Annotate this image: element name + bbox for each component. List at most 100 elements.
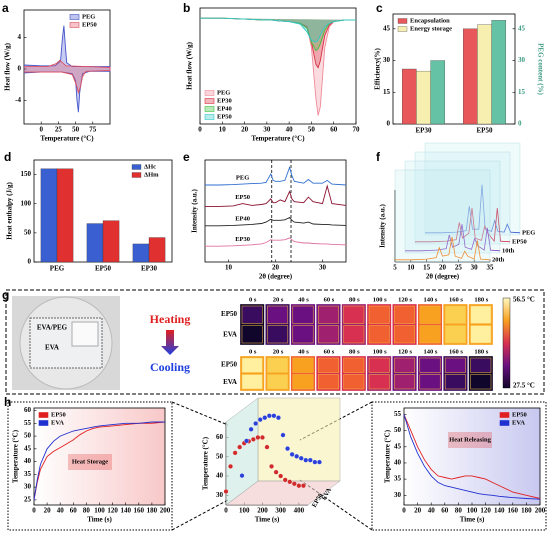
x-tick-label: 0 [198, 126, 202, 134]
thermal-sample [343, 357, 365, 373]
x-tick-label: 20 [439, 264, 447, 272]
area [200, 18, 356, 116]
bar [430, 60, 446, 125]
point [259, 434, 265, 440]
y-axis-label: Temperature (°C) [384, 429, 392, 483]
legend-label: EP30 [217, 97, 232, 104]
time-label: 100 s [373, 296, 387, 303]
thermal-sample [241, 374, 263, 390]
thermal-sample [444, 374, 466, 390]
y-tick-label: 45 [394, 442, 402, 450]
y2-tick-label: 0 [518, 120, 522, 128]
y-tick-label: 50 [216, 452, 224, 460]
thermal-sample [343, 374, 365, 390]
line [395, 236, 491, 261]
time-label: 120 s [398, 296, 412, 303]
thermal-sample [368, 357, 390, 373]
x-tick-label: PEG [50, 265, 65, 273]
legend-swatch [397, 26, 408, 32]
time-label: 160 s [449, 348, 463, 355]
y-tick-label: 40 [24, 457, 32, 465]
time-label: 80 s [349, 296, 360, 303]
x-tick-label: 180 [147, 507, 158, 515]
bar [56, 168, 74, 263]
zoom-box [371, 401, 547, 531]
x-axis-label: Time (s) [255, 516, 280, 524]
panel-letter: e [183, 150, 190, 164]
legend-swatch [204, 106, 215, 112]
series-label: EP40 [235, 215, 250, 222]
point [294, 453, 300, 459]
line [403, 414, 541, 499]
legend-swatch [499, 420, 510, 426]
x-tick-label: 30 [471, 264, 479, 272]
annotation: Heat Releasing [449, 436, 491, 443]
plot-frame [199, 7, 357, 125]
point [264, 444, 270, 450]
thermal-sample [444, 325, 466, 344]
side-wall [225, 397, 259, 506]
x-tick-label: 10 [407, 264, 415, 272]
y-tick-label: 35 [24, 470, 32, 478]
series-label: EP50 [512, 238, 527, 245]
x-tick-label: 30 [263, 126, 271, 134]
line [33, 421, 166, 500]
time-label: 0 s [249, 296, 257, 303]
thermal-sample [317, 374, 339, 390]
bar [40, 168, 58, 263]
area [24, 60, 110, 93]
arrow [161, 330, 179, 355]
y2-tick-label: 15 [518, 88, 526, 96]
x-tick-label: EP50 [95, 265, 111, 273]
row-label: EP50 [221, 360, 237, 368]
point [223, 489, 229, 494]
plot-frame [392, 13, 516, 125]
thermal-sample [394, 374, 416, 390]
x-tick-label: 160 [134, 507, 145, 515]
bar [477, 24, 492, 125]
thermal-sample [444, 305, 466, 324]
bar [416, 70, 431, 125]
point [307, 457, 313, 463]
x-tick-label: 50 [308, 126, 316, 134]
x-tick-label: 120 [480, 507, 491, 515]
line [200, 17, 356, 43]
legend-label: EP50 [51, 411, 66, 418]
y2-tick-label: 45 [518, 24, 526, 32]
point [300, 483, 306, 489]
point [312, 459, 318, 465]
area [200, 18, 356, 43]
point [266, 413, 272, 419]
legend-swatch [204, 114, 215, 120]
x-tick-label: 80 [455, 507, 463, 515]
series-label: EP30 [235, 236, 250, 243]
line [24, 59, 111, 95]
thermal-sample [343, 305, 365, 324]
point [285, 446, 291, 452]
thermal-sample [317, 357, 339, 373]
legend-swatch [69, 22, 80, 28]
thermal-sample [470, 357, 492, 373]
y-axis-label: Efficiency(%) [374, 48, 382, 90]
x-tick-label: 20 [414, 507, 422, 515]
time-label: 140 s [424, 296, 438, 303]
legend-label: ΔHc [144, 163, 156, 170]
x-tick-label: 50 [72, 126, 80, 134]
x-tick-label: 200 [257, 507, 268, 515]
series-label: PEG [522, 229, 535, 236]
x-tick-label: 40 [286, 126, 294, 134]
thermal-sample [292, 325, 314, 344]
thermal-sample [470, 374, 492, 390]
series-label: PEG [236, 175, 249, 182]
x-tick-label: 60 [441, 507, 449, 515]
x-axis-label: Time (s) [460, 516, 485, 524]
point [289, 451, 295, 457]
x-tick-label: 140 [120, 507, 131, 515]
y2-axis-label: PEG content (%) [536, 43, 544, 95]
time-label: 20 s [273, 348, 284, 355]
point [248, 426, 254, 432]
x-axis-label: 2θ (degree) [259, 273, 293, 281]
x-tick-label: 120 [107, 507, 118, 515]
y-axis-label: Heat flow (W/g) [186, 41, 194, 89]
bar [491, 20, 507, 125]
